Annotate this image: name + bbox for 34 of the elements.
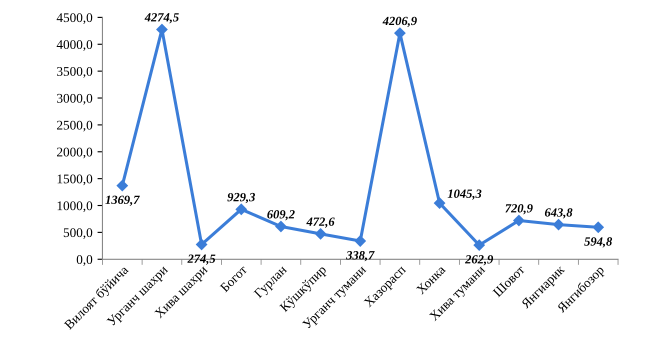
point: [354, 235, 366, 247]
point: [592, 222, 604, 233]
y-tick-label: 3000,0: [57, 94, 92, 105]
text: 262,9: [465, 255, 494, 266]
point: [474, 240, 485, 251]
text: 4274,5: [144, 13, 179, 24]
point: [434, 197, 446, 209]
text: 1369,7: [105, 196, 140, 206]
point: [116, 180, 128, 192]
y-tick-label: 1500,0: [58, 174, 92, 186]
y-tick-label: 0,0: [76, 255, 92, 266]
point: [196, 238, 208, 250]
point: [314, 228, 326, 240]
text: 720,9: [505, 204, 533, 214]
text: 929,3: [227, 192, 255, 204]
y-tick-label: 2500,0: [57, 120, 92, 132]
y-tick-label: 1000,0: [58, 201, 92, 212]
text: 594,8: [584, 237, 612, 248]
point: [552, 219, 564, 230]
y-tick-label: 500,0: [64, 228, 92, 239]
y-tick-label: 2000,0: [57, 148, 92, 158]
point: [275, 220, 287, 232]
y-tick-label: 4000,0: [56, 40, 92, 51]
point: [513, 214, 524, 226]
point: [236, 204, 247, 215]
text: 609,2: [267, 210, 295, 220]
text: 472,6: [306, 217, 335, 228]
text: 643,8: [544, 208, 572, 218]
text: 4206,9: [382, 16, 417, 27]
y-tick-label: 3500,0: [57, 66, 92, 78]
text: 338,7: [346, 251, 375, 262]
y-tick-label: 4500,0: [56, 13, 92, 24]
text: 274,5: [187, 254, 216, 265]
text: 1045,3: [448, 189, 482, 200]
